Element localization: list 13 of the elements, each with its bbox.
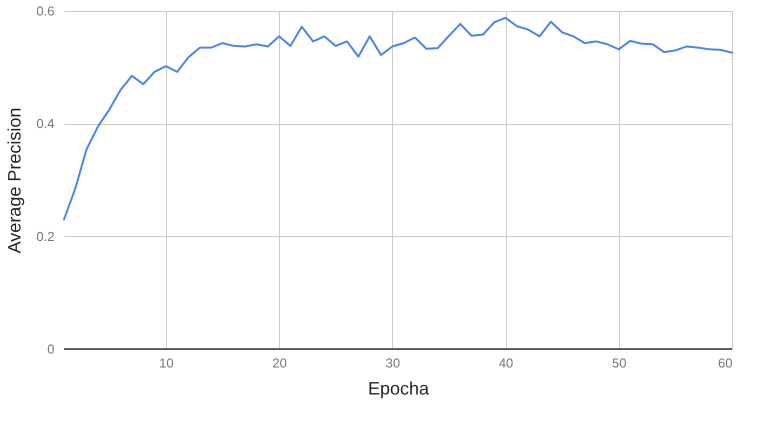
y-tick-label: 0	[47, 342, 54, 356]
y-tick-label: 0.2	[36, 228, 54, 244]
line-series	[63, 16, 733, 220]
x-tick-label: 10	[159, 356, 174, 370]
x-tick-label: 30	[386, 356, 400, 370]
x-tick-label: 20	[272, 356, 287, 370]
x-tick-label: 50	[612, 356, 627, 370]
y-axis-title: Average Precision	[4, 108, 24, 254]
x-axis-title: Epocha	[368, 378, 430, 398]
x-tick-label: 40	[498, 356, 514, 370]
y-tick-label: 0.6	[36, 4, 54, 18]
x-tick-label: 60	[718, 356, 732, 370]
y-tick-label: 0.4	[36, 116, 54, 132]
